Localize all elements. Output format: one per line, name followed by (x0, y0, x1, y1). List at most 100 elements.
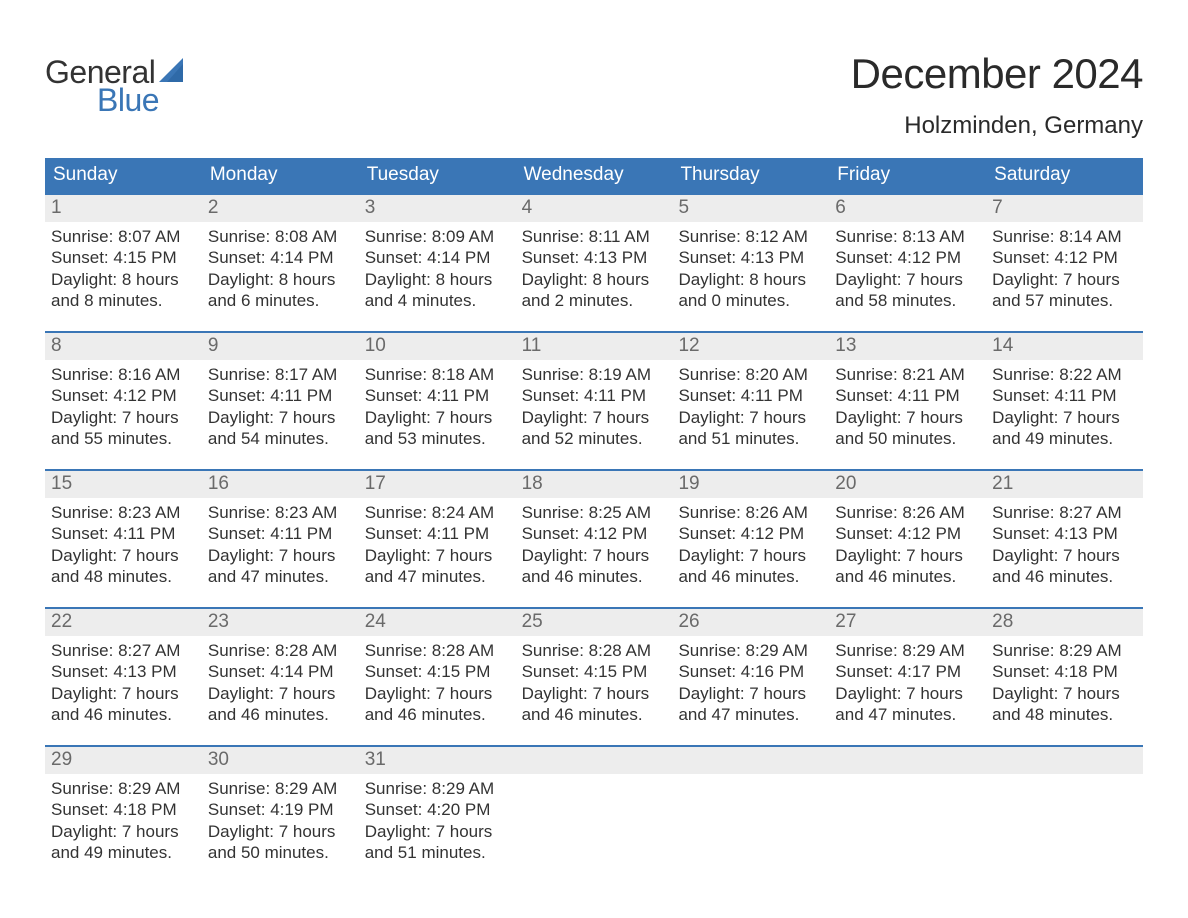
day-sunrise: Sunrise: 8:26 AM (835, 502, 980, 523)
day-sunrise: Sunrise: 8:27 AM (992, 502, 1137, 523)
day-sunset: Sunset: 4:15 PM (51, 247, 196, 268)
day-dl1: Daylight: 8 hours (51, 269, 196, 290)
day-number: 11 (516, 333, 673, 360)
day-sunrise: Sunrise: 8:17 AM (208, 364, 353, 385)
calendar-week: 15161718192021Sunrise: 8:23 AMSunset: 4:… (45, 469, 1143, 589)
day-cell: Sunrise: 8:28 AMSunset: 4:15 PMDaylight:… (359, 636, 516, 727)
day-number: 23 (202, 609, 359, 636)
day-cell: Sunrise: 8:19 AMSunset: 4:11 PMDaylight:… (516, 360, 673, 451)
day-dl1: Daylight: 7 hours (835, 269, 980, 290)
day-sunset: Sunset: 4:12 PM (522, 523, 667, 544)
day-number: 8 (45, 333, 202, 360)
day-content-row: Sunrise: 8:23 AMSunset: 4:11 PMDaylight:… (45, 498, 1143, 589)
day-dl1: Daylight: 7 hours (992, 407, 1137, 428)
day-cell: Sunrise: 8:21 AMSunset: 4:11 PMDaylight:… (829, 360, 986, 451)
day-sunset: Sunset: 4:20 PM (365, 799, 510, 820)
day-cell: Sunrise: 8:26 AMSunset: 4:12 PMDaylight:… (829, 498, 986, 589)
day-number: 24 (359, 609, 516, 636)
day-dl2: and 47 minutes. (835, 704, 980, 725)
day-number: 27 (829, 609, 986, 636)
day-sunrise: Sunrise: 8:25 AM (522, 502, 667, 523)
day-cell: Sunrise: 8:22 AMSunset: 4:11 PMDaylight:… (986, 360, 1143, 451)
day-dl1: Daylight: 7 hours (208, 821, 353, 842)
day-number: 6 (829, 195, 986, 222)
day-number: 10 (359, 333, 516, 360)
day-sunset: Sunset: 4:13 PM (992, 523, 1137, 544)
day-sunrise: Sunrise: 8:23 AM (208, 502, 353, 523)
day-cell: Sunrise: 8:23 AMSunset: 4:11 PMDaylight:… (202, 498, 359, 589)
daynum-row: 891011121314 (45, 331, 1143, 360)
day-sunrise: Sunrise: 8:28 AM (522, 640, 667, 661)
day-dl1: Daylight: 7 hours (992, 269, 1137, 290)
day-dl1: Daylight: 7 hours (835, 545, 980, 566)
day-cell: Sunrise: 8:17 AMSunset: 4:11 PMDaylight:… (202, 360, 359, 451)
day-sunrise: Sunrise: 8:23 AM (51, 502, 196, 523)
day-number: 9 (202, 333, 359, 360)
day-dl2: and 52 minutes. (522, 428, 667, 449)
day-sunrise: Sunrise: 8:22 AM (992, 364, 1137, 385)
day-dl1: Daylight: 7 hours (51, 683, 196, 704)
day-dl1: Daylight: 7 hours (522, 545, 667, 566)
day-dl2: and 54 minutes. (208, 428, 353, 449)
day-dl2: and 51 minutes. (365, 842, 510, 863)
day-sunrise: Sunrise: 8:28 AM (365, 640, 510, 661)
day-sunset: Sunset: 4:13 PM (51, 661, 196, 682)
day-sunrise: Sunrise: 8:29 AM (678, 640, 823, 661)
weekday-heading: Thursday (672, 158, 829, 193)
day-cell: Sunrise: 8:26 AMSunset: 4:12 PMDaylight:… (672, 498, 829, 589)
day-cell: Sunrise: 8:20 AMSunset: 4:11 PMDaylight:… (672, 360, 829, 451)
day-dl2: and 49 minutes. (992, 428, 1137, 449)
day-cell: Sunrise: 8:29 AMSunset: 4:17 PMDaylight:… (829, 636, 986, 727)
day-cell: Sunrise: 8:27 AMSunset: 4:13 PMDaylight:… (45, 636, 202, 727)
day-content-row: Sunrise: 8:29 AMSunset: 4:18 PMDaylight:… (45, 774, 1143, 865)
day-sunrise: Sunrise: 8:29 AM (365, 778, 510, 799)
day-number (829, 747, 986, 774)
day-sunset: Sunset: 4:17 PM (835, 661, 980, 682)
day-cell: Sunrise: 8:24 AMSunset: 4:11 PMDaylight:… (359, 498, 516, 589)
day-sunrise: Sunrise: 8:29 AM (208, 778, 353, 799)
day-cell: Sunrise: 8:29 AMSunset: 4:16 PMDaylight:… (672, 636, 829, 727)
day-dl2: and 50 minutes. (835, 428, 980, 449)
day-sunset: Sunset: 4:13 PM (678, 247, 823, 268)
day-cell: Sunrise: 8:29 AMSunset: 4:20 PMDaylight:… (359, 774, 516, 865)
day-dl2: and 4 minutes. (365, 290, 510, 311)
day-sunset: Sunset: 4:11 PM (208, 385, 353, 406)
day-dl1: Daylight: 7 hours (51, 407, 196, 428)
day-dl2: and 46 minutes. (678, 566, 823, 587)
day-dl2: and 46 minutes. (51, 704, 196, 725)
day-number (986, 747, 1143, 774)
day-sunrise: Sunrise: 8:18 AM (365, 364, 510, 385)
day-dl1: Daylight: 8 hours (208, 269, 353, 290)
day-dl1: Daylight: 7 hours (835, 683, 980, 704)
page-title: December 2024 (851, 50, 1143, 98)
day-cell: Sunrise: 8:28 AMSunset: 4:14 PMDaylight:… (202, 636, 359, 727)
day-sunset: Sunset: 4:11 PM (678, 385, 823, 406)
day-sunrise: Sunrise: 8:16 AM (51, 364, 196, 385)
day-sunset: Sunset: 4:15 PM (522, 661, 667, 682)
day-content-row: Sunrise: 8:07 AMSunset: 4:15 PMDaylight:… (45, 222, 1143, 313)
day-dl2: and 6 minutes. (208, 290, 353, 311)
day-sunset: Sunset: 4:12 PM (835, 523, 980, 544)
day-cell (829, 774, 986, 865)
day-sunset: Sunset: 4:18 PM (992, 661, 1137, 682)
day-cell (986, 774, 1143, 865)
day-sunrise: Sunrise: 8:07 AM (51, 226, 196, 247)
day-cell: Sunrise: 8:29 AMSunset: 4:19 PMDaylight:… (202, 774, 359, 865)
day-number: 18 (516, 471, 673, 498)
day-sunset: Sunset: 4:11 PM (51, 523, 196, 544)
day-sunset: Sunset: 4:12 PM (51, 385, 196, 406)
day-dl2: and 46 minutes. (522, 566, 667, 587)
day-sunset: Sunset: 4:11 PM (522, 385, 667, 406)
day-cell: Sunrise: 8:25 AMSunset: 4:12 PMDaylight:… (516, 498, 673, 589)
day-number: 13 (829, 333, 986, 360)
day-dl2: and 47 minutes. (678, 704, 823, 725)
day-dl1: Daylight: 7 hours (365, 821, 510, 842)
day-number: 5 (672, 195, 829, 222)
day-sunrise: Sunrise: 8:21 AM (835, 364, 980, 385)
day-dl1: Daylight: 7 hours (522, 683, 667, 704)
day-number: 30 (202, 747, 359, 774)
day-sunrise: Sunrise: 8:14 AM (992, 226, 1137, 247)
day-dl1: Daylight: 7 hours (51, 821, 196, 842)
day-dl1: Daylight: 8 hours (678, 269, 823, 290)
day-number: 19 (672, 471, 829, 498)
